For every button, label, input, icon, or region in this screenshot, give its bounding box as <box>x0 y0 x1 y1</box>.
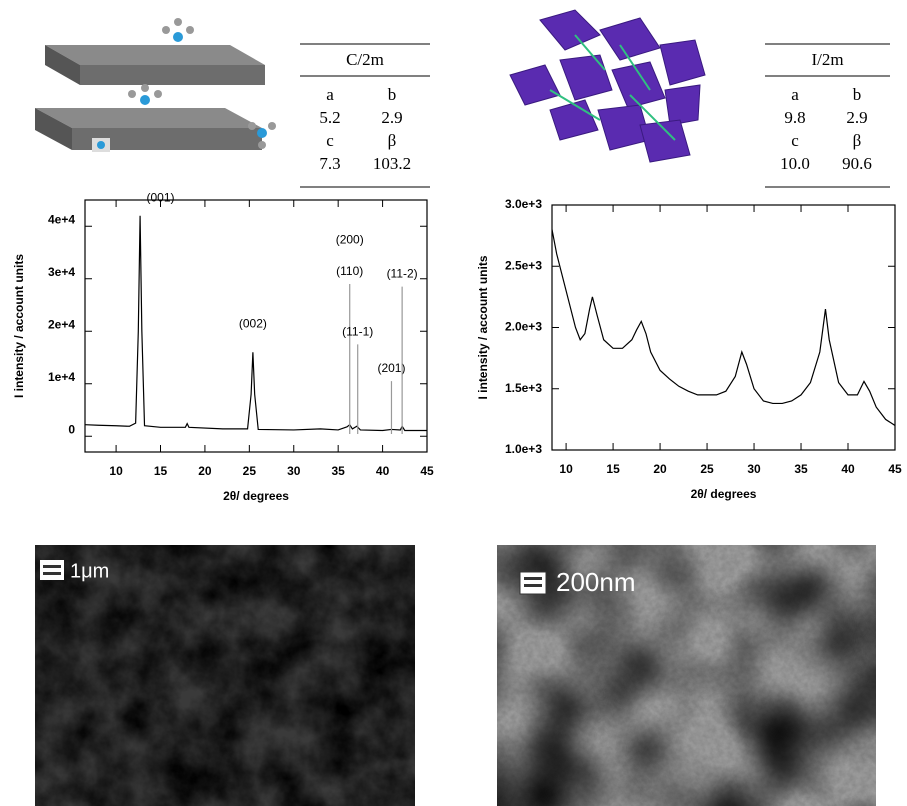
plot-frame <box>84 199 428 453</box>
x-tick-label: 10 <box>559 462 573 476</box>
x-tick-label: 30 <box>287 464 301 478</box>
table-title: I/2m <box>811 50 843 69</box>
y-tick-label: 1.0e+3 <box>505 442 542 456</box>
y-tick-label: 3.0e+3 <box>505 197 542 211</box>
table-cell: β <box>388 131 397 150</box>
y-tick-label: 3e+4 <box>48 265 75 279</box>
y-tick-label: 1.5e+3 <box>505 381 542 395</box>
x-tick-label: 15 <box>154 464 168 478</box>
y-axis-label: I intensity / account units <box>476 255 490 399</box>
scale-label: 200nm <box>556 567 636 597</box>
x-tick-label: 30 <box>747 462 761 476</box>
annotation: (002) <box>239 317 267 331</box>
y-tick-label: 4e+4 <box>48 212 75 226</box>
data-line <box>85 215 427 432</box>
y-tick-label: 1e+4 <box>48 370 75 384</box>
x-tick-label: 40 <box>376 464 390 478</box>
y-tick-label: 2e+4 <box>48 317 75 331</box>
y-tick-label: 0 <box>68 422 75 436</box>
x-tick-label: 45 <box>888 462 902 476</box>
table-cell: b <box>388 85 397 104</box>
data-line <box>552 229 895 427</box>
x-axis-label: 2θ/ degrees <box>691 487 757 501</box>
table-cell: a <box>326 85 334 104</box>
table-cell: 2.9 <box>381 108 402 127</box>
table-cell: 2.9 <box>846 108 867 127</box>
plot-frame <box>551 204 896 451</box>
layered-structure <box>35 18 276 152</box>
x-tick-label: 35 <box>794 462 808 476</box>
x-tick-label: 20 <box>198 464 212 478</box>
table-cell: b <box>853 85 862 104</box>
table-cell: 103.2 <box>373 154 411 173</box>
annotation: (11-1) <box>342 324 373 338</box>
annotation: (11-2) <box>387 267 418 281</box>
x-axis-label: 2θ/ degrees <box>223 489 289 503</box>
y-tick-label: 2.5e+3 <box>505 258 542 272</box>
micrograph: 1μm <box>35 545 415 806</box>
table-cell: c <box>791 131 799 150</box>
x-tick-label: 45 <box>420 464 434 478</box>
annotation: (110) <box>336 264 363 278</box>
x-tick-label: 25 <box>243 464 257 478</box>
x-tick-label: 15 <box>606 462 620 476</box>
table-cell: 7.3 <box>319 154 340 173</box>
annotation: (201) <box>377 361 405 375</box>
table-cell: 9.8 <box>784 108 805 127</box>
table-cell: a <box>791 85 799 104</box>
table-cell: β <box>853 131 862 150</box>
micrograph: 200nm <box>497 545 876 806</box>
x-tick-label: 35 <box>331 464 345 478</box>
y-axis-label: I intensity / account units <box>12 254 26 398</box>
table-cell: 5.2 <box>319 108 340 127</box>
table-cell: 10.0 <box>780 154 810 173</box>
scale-label: 1μm <box>70 560 109 582</box>
table-title: C/2m <box>346 50 384 69</box>
x-tick-label: 10 <box>109 464 123 478</box>
framework-structure <box>509 9 706 163</box>
x-tick-label: 40 <box>841 462 855 476</box>
annotation: (200) <box>336 233 364 247</box>
table-cell: 90.6 <box>842 154 872 173</box>
x-tick-label: 25 <box>700 462 714 476</box>
x-tick-label: 20 <box>653 462 667 476</box>
y-tick-label: 2.0e+3 <box>505 320 542 334</box>
annotation: (001) <box>146 191 174 205</box>
table-cell: c <box>326 131 334 150</box>
